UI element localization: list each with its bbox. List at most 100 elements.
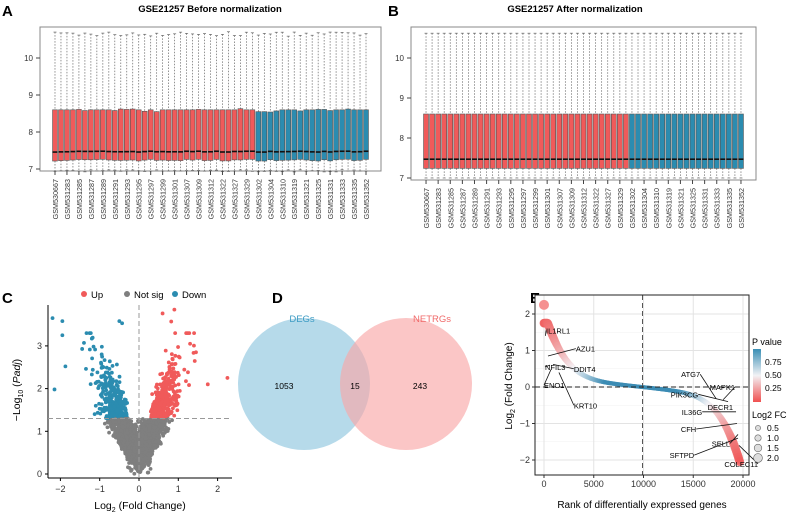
x-tick-label: GSM531307 — [555, 188, 564, 228]
legend-marker — [172, 291, 178, 297]
box-blue — [654, 114, 659, 168]
point-not-sig — [145, 443, 149, 447]
x-tick-label: 15000 — [681, 479, 706, 489]
point-down — [94, 404, 98, 408]
box-red — [478, 114, 483, 168]
point-not-sig — [157, 439, 161, 443]
y-tick-label: 8 — [400, 134, 405, 143]
point-down — [97, 380, 101, 384]
point-not-sig — [117, 440, 121, 444]
box-red — [545, 114, 550, 168]
y-tick-label: 9 — [400, 94, 405, 103]
point-down — [91, 368, 95, 372]
box-red — [130, 109, 135, 160]
x-tick-label: GSM531295 — [135, 179, 144, 219]
point-down — [104, 376, 108, 380]
point-down — [112, 390, 116, 394]
point-up — [172, 378, 176, 382]
box-red — [53, 110, 58, 161]
box-red — [533, 114, 538, 168]
point-not-sig — [120, 437, 124, 441]
point-down — [100, 353, 104, 357]
box-blue — [690, 114, 695, 168]
y-tick-label: 10 — [24, 54, 33, 63]
y-tick-label: 10 — [395, 54, 404, 63]
x-tick-label: GSM531295 — [507, 188, 516, 228]
y-tick-label: 0 — [525, 382, 530, 392]
x-tick-label: GSM531327 — [604, 188, 613, 228]
y-tick-label: 2 — [525, 309, 530, 319]
box-blue — [262, 112, 267, 161]
point-not-sig — [159, 419, 163, 423]
point-down — [108, 398, 112, 402]
point-down — [89, 382, 93, 386]
x-tick-label: 20000 — [730, 479, 755, 489]
box-red — [508, 114, 513, 168]
x-tick-label: GSM531319 — [664, 188, 673, 228]
box-blue — [726, 114, 731, 168]
x-tick-label: 0 — [541, 479, 546, 489]
size-legend-label: 1.0 — [767, 433, 779, 443]
point-not-sig — [146, 471, 150, 475]
box-red — [587, 114, 592, 168]
point-up — [163, 388, 167, 392]
point-not-sig — [131, 436, 135, 440]
point-not-sig — [126, 441, 130, 445]
point-up — [175, 408, 179, 412]
x-tick-label: −1 — [95, 484, 105, 494]
x-tick-label: GSM531309 — [567, 188, 576, 228]
point-down — [99, 375, 103, 379]
x-tick-label: GSM531325 — [314, 179, 323, 219]
point-not-sig — [148, 423, 152, 427]
point-up — [149, 410, 153, 414]
x-tick-label: GSM531301 — [543, 188, 552, 228]
point-not-sig — [120, 425, 124, 429]
x-tick-label: 1 — [176, 484, 181, 494]
box-red — [124, 109, 129, 160]
point-down — [96, 371, 100, 375]
point-down — [115, 408, 119, 412]
legend-marker — [124, 291, 130, 297]
box-red — [136, 110, 141, 161]
point-down — [108, 359, 112, 363]
box-red — [436, 114, 441, 168]
box-red — [599, 114, 604, 168]
point-up — [173, 383, 177, 387]
point-up — [162, 381, 166, 385]
box-red — [106, 110, 111, 160]
box-blue — [642, 114, 647, 168]
box-red — [563, 114, 568, 168]
x-tick-label: GSM531297 — [519, 188, 528, 228]
y-axis-label: −Log10 (Padj) — [11, 359, 25, 421]
point-not-sig — [152, 426, 156, 430]
point-up — [182, 368, 186, 372]
x-axis-label: Log2 (Fold Change) — [94, 500, 185, 513]
point-down — [60, 319, 64, 323]
box-blue — [672, 114, 677, 168]
x-tick-label: GSM531304 — [266, 179, 275, 219]
gene-label: IL36G — [682, 408, 703, 417]
gene-label: MAPK1 — [710, 383, 735, 392]
y-tick-label: 9 — [29, 91, 34, 100]
box-blue — [684, 114, 689, 168]
box-red — [430, 114, 435, 168]
y-tick-label: 1 — [525, 346, 530, 356]
x-tick-label: GSM531321 — [676, 188, 685, 228]
x-tick-label: GSM531283 — [63, 179, 72, 219]
point-down — [114, 379, 118, 383]
x-tick-label: GSM531333 — [338, 179, 347, 219]
chart-title: GSE21257 After normalization — [507, 4, 643, 15]
x-tick-label: GSM531352 — [737, 188, 746, 228]
box-red — [593, 114, 598, 168]
point-down — [119, 394, 123, 398]
point-not-sig — [132, 430, 136, 434]
point-down — [124, 411, 128, 415]
panel-label-a: A — [2, 3, 13, 20]
x-tick-label: 10000 — [631, 479, 656, 489]
x-tick-label: GSM531333 — [713, 188, 722, 228]
x-tick-label: GSM531291 — [111, 179, 120, 219]
box-red — [118, 109, 123, 160]
x-tick-label: GSM531299 — [531, 188, 540, 228]
point-down — [106, 384, 110, 388]
set-label-netrgs: NETRGs — [413, 314, 451, 325]
